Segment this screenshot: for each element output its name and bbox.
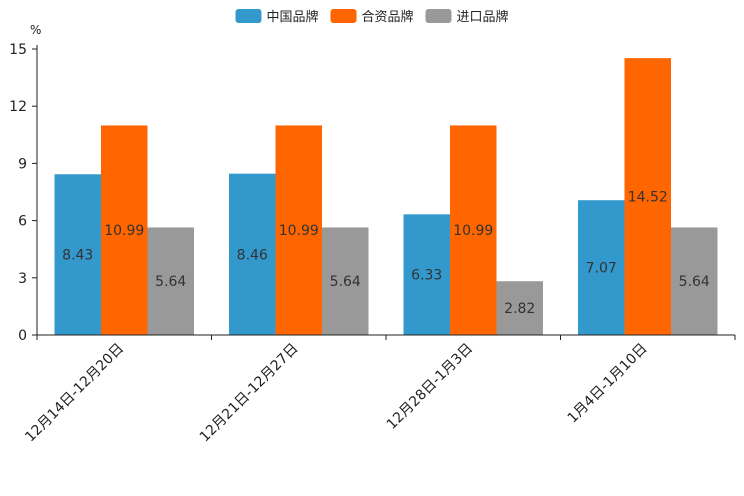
bar-value-label: 8.46 <box>237 247 268 263</box>
legend-label: 进口品牌 <box>457 9 509 25</box>
bar-value-label: 10.99 <box>104 223 144 239</box>
bar-value-label: 10.99 <box>453 223 493 239</box>
y-tick-label: 6 <box>18 214 27 230</box>
bar-value-label: 2.82 <box>504 301 535 317</box>
y-tick-label: 12 <box>9 99 27 115</box>
bars: 8.43 8.46 6.33 7.07 10.99 10.99 10.99 14.52 5.64… <box>54 58 718 335</box>
legend-swatch <box>425 9 452 23</box>
bar-value-label: 5.64 <box>679 274 710 290</box>
x-category-label: 1月4日-1月10日 <box>565 341 651 427</box>
bar-value-label: 6.33 <box>411 268 442 284</box>
y-tick-label: 0 <box>18 328 27 344</box>
bar <box>322 227 369 335</box>
legend-label: 合资品牌 <box>362 9 414 25</box>
bar <box>147 227 194 335</box>
legend-label: 中国品牌 <box>267 9 319 25</box>
y-tick-label: 3 <box>18 271 27 287</box>
bar-value-label: 5.64 <box>330 274 361 290</box>
legend: 中国品牌 合资品牌 进口品牌 <box>235 9 509 25</box>
x-axis: 12月14日-12月20日 12月21日-12月27日 12月28日-1月3日 1月4… <box>22 334 736 446</box>
x-category-label: 12月21日-12月27日 <box>197 341 302 446</box>
legend-swatch <box>235 9 262 23</box>
bar <box>496 281 543 335</box>
x-category-label: 12月14日-12月20日 <box>22 341 127 446</box>
legend-swatch <box>330 9 357 23</box>
x-category-label: 12月28日-1月3日 <box>384 341 476 433</box>
bar <box>101 125 148 335</box>
bar <box>624 58 671 335</box>
bar <box>450 125 497 335</box>
bar <box>671 227 718 335</box>
bar <box>578 200 625 335</box>
bar-value-label: 7.07 <box>586 261 617 277</box>
y-tick-label: 9 <box>18 156 27 172</box>
bar <box>403 214 450 335</box>
bar <box>229 173 276 335</box>
bar-value-label: 8.43 <box>62 248 93 264</box>
bar <box>275 125 322 335</box>
bar <box>54 174 101 335</box>
y-axis: 0 3 6 9 12 15 <box>9 42 38 344</box>
bar-value-label: 5.64 <box>155 274 186 290</box>
y-axis-unit-label: % <box>30 23 41 37</box>
y-tick-label: 15 <box>9 42 27 58</box>
bar-value-label: 14.52 <box>628 190 668 206</box>
bar-value-label: 10.99 <box>279 223 319 239</box>
